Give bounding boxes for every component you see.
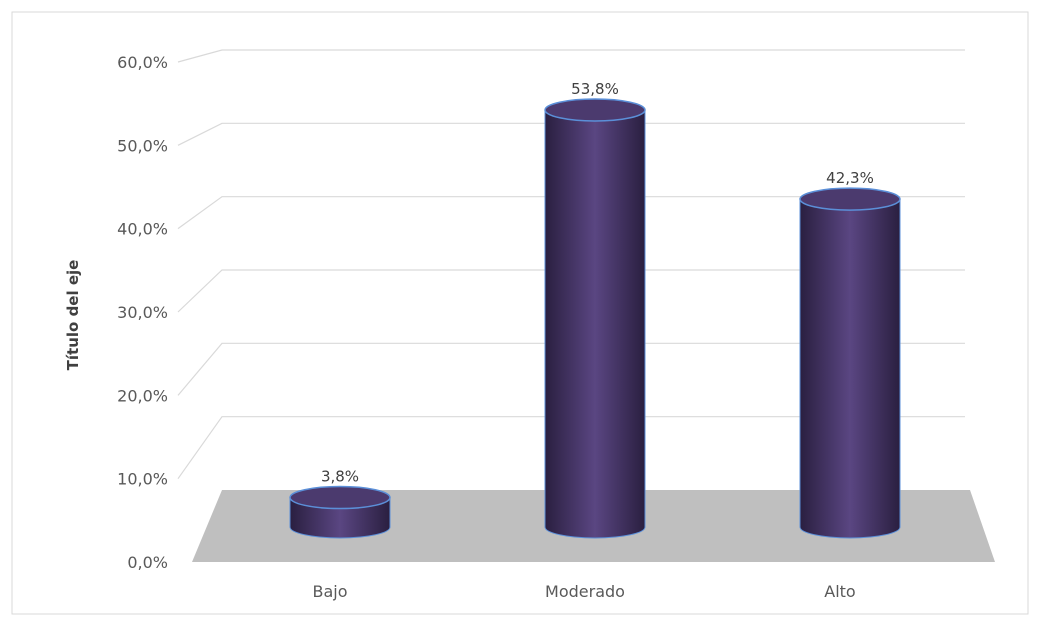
bars xyxy=(289,98,901,539)
gridline xyxy=(177,416,965,480)
gridlines xyxy=(177,49,965,480)
y-tick-label: 60,0% xyxy=(117,53,168,72)
y-axis-title: Título del eje xyxy=(64,260,82,371)
bar-body xyxy=(799,198,901,539)
gridline xyxy=(177,269,965,313)
gridline xyxy=(177,49,965,63)
data-labels: 3,8% 53,8% 42,3% xyxy=(321,80,874,486)
x-category-label: Bajo xyxy=(312,582,347,601)
y-tick-label: 40,0% xyxy=(117,220,168,239)
bar-alto xyxy=(799,187,901,539)
x-category-label: Moderado xyxy=(545,582,625,601)
y-tick-label: 0,0% xyxy=(127,553,168,572)
gridline xyxy=(177,342,965,396)
bar-cap xyxy=(544,98,646,122)
bar-moderado xyxy=(544,98,646,539)
x-axis-categories: Bajo Moderado Alto xyxy=(312,582,855,601)
y-tick-label: 50,0% xyxy=(117,136,168,155)
data-label: 42,3% xyxy=(826,169,874,187)
bar-cap xyxy=(289,485,391,510)
data-label: 3,8% xyxy=(321,468,359,486)
y-axis-ticks: 0,0% 10,0% 20,0% 30,0% 40,0% 50,0% 60,0% xyxy=(117,53,168,572)
bar-bajo xyxy=(289,485,391,539)
gridline xyxy=(177,196,965,230)
bar-cap xyxy=(799,187,901,211)
x-category-label: Alto xyxy=(824,582,855,601)
bar-body xyxy=(544,109,646,539)
y-tick-label: 10,0% xyxy=(117,470,168,489)
gridline xyxy=(177,122,965,146)
y-tick-label: 30,0% xyxy=(117,303,168,322)
y-tick-label: 20,0% xyxy=(117,386,168,405)
data-label: 53,8% xyxy=(571,80,619,98)
